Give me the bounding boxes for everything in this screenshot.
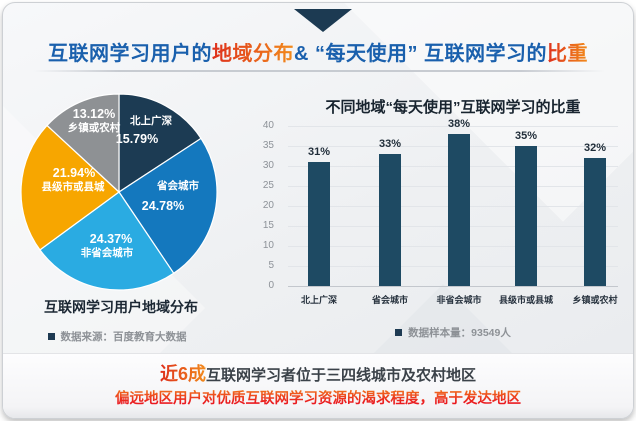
bar: [584, 158, 606, 286]
bar-value-label: 35%: [514, 130, 538, 142]
y-tick-label: 10: [262, 240, 274, 251]
page-title: 互联网学习用户的地域分布& “每天使用” 互联网学习的比重: [3, 37, 633, 66]
x-tick-label: 省会城市: [371, 295, 408, 305]
summary-line1-text: 互联网学习者位于三四线城市及农村地区: [206, 367, 477, 384]
bar-value-label: 32%: [583, 142, 607, 154]
y-tick-label: 0: [268, 280, 274, 291]
pie-slice: [20, 124, 120, 251]
y-tick-label: 40: [262, 120, 274, 131]
pie-slice-label: 省会城市: [156, 179, 199, 192]
pie-slice: [118, 137, 218, 275]
x-tick-label: 非省会城市: [436, 295, 482, 305]
pie-slice-label: 北上广深: [130, 114, 172, 127]
bar: [379, 154, 401, 286]
pie-chart-section: 北上广深 15.79% 省会城市 24.78% 非省会城市 24.37% 县级市或县城 21.…: [15, 89, 227, 351]
summary-line-2: 偏远地区用户对优质互联网学习资源的渴求程度，高于发达地区: [115, 387, 521, 411]
pie-slice-label: 24.37%: [90, 232, 132, 246]
bar-value-label: 31%: [307, 146, 331, 158]
x-tick-label: 北上广深: [300, 295, 337, 305]
pie-source-text: 数据来源：百度教育大数据: [60, 331, 187, 343]
summary-banner: 近6成互联网学习者位于三四线城市及农村地区 偏远地区用户对优质互联网学习资源的渴…: [3, 353, 633, 418]
title-segment-highlight: 地域分布: [211, 43, 294, 65]
legend-square-icon: [47, 333, 55, 340]
title-segment-highlight: 比重: [547, 43, 589, 65]
pie-slice: [39, 191, 175, 291]
pie-slice-label: 乡镇或农村: [68, 121, 121, 134]
bar-plot-area: 31% 33% 38% 35% 32%: [288, 118, 618, 287]
y-tick-label: 5: [268, 260, 274, 271]
y-tick-label: 30: [262, 160, 274, 171]
pie-slice-label: 21.94%: [53, 166, 95, 180]
bar-chart-title: 不同地域“每天使用”互联网学习的比重: [325, 99, 581, 116]
y-tick-label: 25: [262, 180, 274, 191]
pie-slice-label: 非省会城市: [81, 246, 134, 259]
x-axis-labels: 北上广深 省会城市 非省会城市 县级市或县城 乡镇或农村: [288, 293, 618, 307]
down-arrow-icon: [294, 9, 352, 32]
y-tick-label: 15: [262, 220, 274, 231]
bar-value-label: 33%: [378, 138, 402, 150]
bar: [515, 146, 537, 286]
pie-slice-label: 县级市或县城: [42, 180, 105, 193]
summary-highlight: 近6成: [159, 364, 206, 384]
sample-size-text: 数据样本量：93549人: [408, 327, 511, 339]
bar-chart-section: 不同地域“每天使用”互联网学习的比重 0 5 10 15 20 25 30 35 40 31% 3…: [243, 93, 633, 355]
pie-slice-label: 13.12%: [73, 107, 115, 121]
y-tick-label: 35: [262, 140, 274, 151]
x-axis-line: [288, 286, 618, 287]
bar: [448, 134, 470, 286]
x-tick-label: 县级市或县城: [498, 295, 553, 305]
y-axis-labels: 0 5 10 15 20 25 30 35 40: [243, 120, 281, 291]
pie-slice-label: 15.79%: [116, 132, 158, 146]
pie-slice: [118, 93, 202, 194]
title-segment: 互联网学习用户的: [47, 43, 212, 65]
bar: [308, 162, 330, 286]
pie-source-note: 数据来源：百度教育大数据: [11, 329, 223, 344]
pie-slice: [46, 93, 120, 194]
legend-square-icon: [395, 329, 403, 336]
pie-chart-title: 互联网学习用户地域分布: [44, 299, 198, 315]
y-tick-label: 20: [262, 200, 274, 211]
title-segment: & “每天使用” 互联网学习的: [293, 43, 548, 65]
x-tick-label: 乡镇或农村: [572, 295, 618, 305]
bar-value-label: 38%: [447, 118, 471, 130]
summary-line-1: 近6成互联网学习者位于三四线城市及农村地区: [3, 363, 633, 387]
pie-slice-label: 24.78%: [142, 199, 184, 213]
title-divider: [33, 70, 605, 72]
sample-size-note: 数据样本量：93549人: [288, 325, 618, 340]
gridline: [288, 126, 618, 127]
